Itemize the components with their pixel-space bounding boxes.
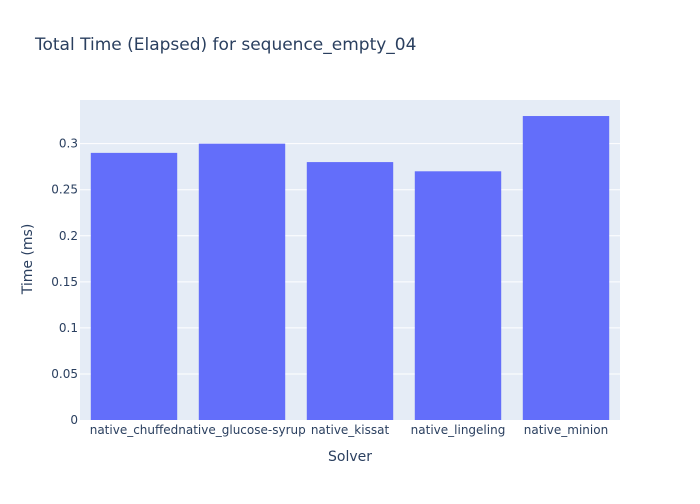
x-axis-title: Solver [328,449,372,465]
y-axis-ticks: 0 0.05 0.1 0.15 0.2 0.25 0.3 [51,137,78,427]
x-tick-label: native_chuffed [90,423,179,437]
y-axis-title: Time (ms) [20,224,36,296]
x-tick-label: native_lingeling [411,423,506,437]
y-tick-label: 0.15 [51,275,78,289]
y-tick-label: 0.1 [59,321,78,335]
bar-native_chuffed[interactable] [90,152,178,420]
bar-native_lingeling[interactable] [414,171,502,420]
x-axis-ticks: native_chuffed native_glucose-syrup native… [90,423,608,437]
y-tick-label: 0.05 [51,367,78,381]
bars [90,116,610,420]
bar-native_glucose-syrup[interactable] [198,143,286,420]
y-tick-label: 0.2 [59,229,78,243]
x-tick-label: native_glucose-syrup [178,423,305,437]
chart-title: Total Time (Elapsed) for sequence_empty_… [34,35,416,55]
y-tick-label: 0 [70,413,78,427]
bar-native_kissat[interactable] [306,162,394,420]
bar-native_minion[interactable] [522,116,610,420]
y-tick-label: 0.3 [59,137,78,151]
x-tick-label: native_minion [524,423,608,437]
x-tick-label: native_kissat [311,423,390,437]
y-tick-label: 0.25 [51,183,78,197]
